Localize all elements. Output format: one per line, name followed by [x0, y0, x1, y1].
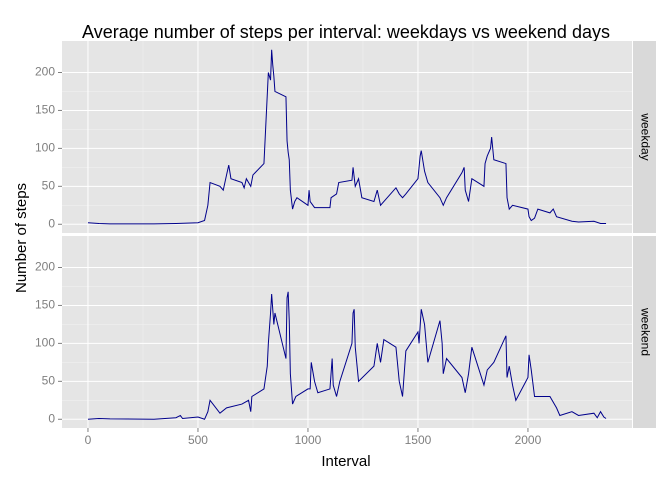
- x-tick-label: 0: [85, 433, 92, 447]
- y-tick-label: 50: [42, 178, 56, 192]
- y-tick-label: 0: [48, 411, 55, 425]
- y-tick-label: 50: [42, 373, 56, 387]
- x-tick-label: 500: [188, 433, 208, 447]
- y-tick-label: 200: [35, 260, 55, 274]
- y-tick-label: 200: [35, 65, 55, 79]
- y-axis-label: Number of steps: [13, 183, 30, 293]
- x-tick-label: 1000: [295, 433, 322, 447]
- y-tick-label: 100: [35, 141, 55, 155]
- series-line: [87, 49, 607, 225]
- chart-title: Average number of steps per interval: we…: [82, 22, 610, 42]
- facet-label: weekday: [638, 112, 652, 160]
- facet-strip: [633, 41, 656, 233]
- y-tick-label: 150: [35, 298, 55, 312]
- x-tick-label: 1500: [405, 433, 432, 447]
- facet-label: weekend: [638, 307, 652, 356]
- facet-strip: [633, 236, 656, 428]
- panel-background: [62, 41, 632, 233]
- y-tick-label: 0: [48, 216, 55, 230]
- series-line: [87, 291, 607, 420]
- y-tick-label: 150: [35, 103, 55, 117]
- y-tick-label: 100: [35, 336, 55, 350]
- panel-background: [62, 236, 632, 428]
- x-axis-label: Interval: [321, 453, 370, 470]
- x-tick-label: 2000: [515, 433, 542, 447]
